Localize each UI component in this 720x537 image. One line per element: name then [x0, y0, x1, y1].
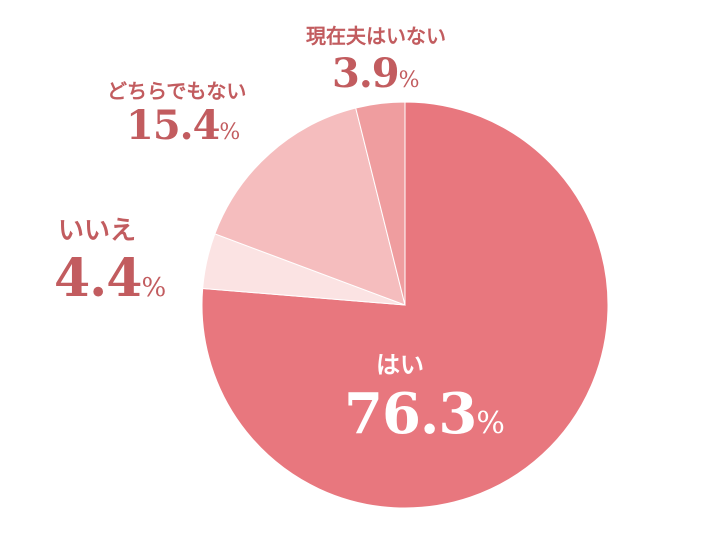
pie-slice-neither: [214, 107, 406, 306]
slice-value-neither-unit: %: [219, 120, 241, 145]
slice-value-no: 4.4%: [54, 253, 166, 305]
slice-label-yes: はい: [376, 351, 424, 379]
slice-value-yes-number: 76.3: [344, 381, 477, 447]
slice-value-neither-number: 15.4: [126, 102, 220, 149]
slice-value-neither: 15.4%: [126, 106, 240, 146]
slice-label-no: いいえ: [58, 216, 137, 246]
slice-value-no-husband: 3.9%: [332, 54, 420, 94]
slice-label-neither: どちらでもない: [107, 79, 247, 103]
slice-value-yes: 76.3%: [344, 386, 505, 442]
slice-value-no-number: 4.4: [54, 248, 142, 309]
pie-slices: [201, 101, 609, 509]
slice-value-no-unit: %: [141, 273, 167, 303]
slice-label-no-husband: 現在夫はいない: [306, 24, 446, 48]
pie-slice-no-husband: [355, 101, 406, 306]
slice-value-no-husband-unit: %: [398, 68, 420, 93]
slice-value-yes-unit: %: [476, 406, 505, 441]
slice-value-no-husband-number: 3.9: [332, 50, 400, 97]
